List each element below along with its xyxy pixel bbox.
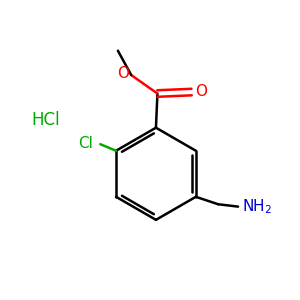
Text: O: O (117, 66, 129, 81)
Text: HCl: HCl (31, 111, 60, 129)
Text: Cl: Cl (79, 136, 94, 151)
Text: NH$_2$: NH$_2$ (242, 197, 272, 216)
Text: O: O (195, 84, 207, 99)
